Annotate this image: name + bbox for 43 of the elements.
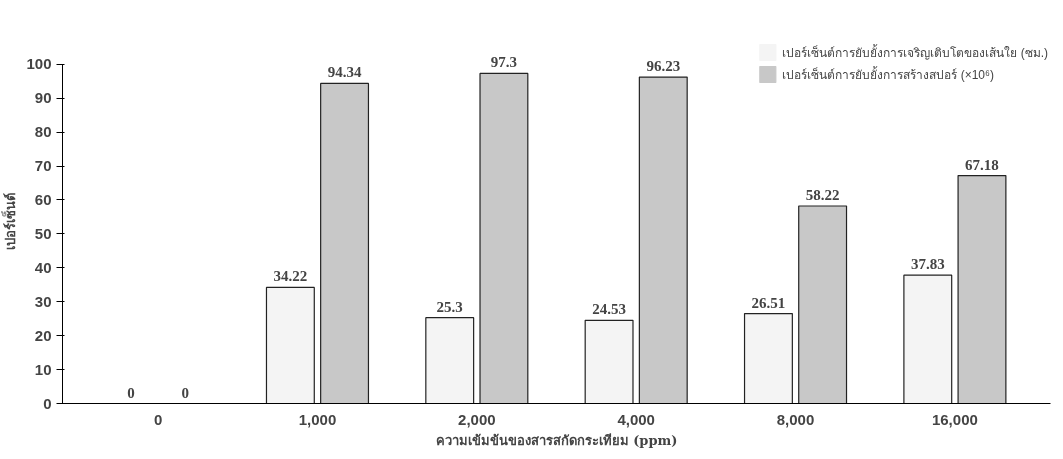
bar: [903, 274, 953, 404]
data-label: 37.83: [910, 256, 945, 273]
x-axis-title: ความเข้มข้นของสารสกัดกระเทียม (ppm): [435, 432, 678, 448]
x-tick-label: 4,000: [617, 410, 655, 428]
bar: [584, 319, 634, 404]
y-tick-label: 60: [34, 190, 52, 208]
y-axis-title: เปอร์เซ็นต์: [1, 193, 19, 251]
data-label: 96.23: [646, 58, 681, 75]
data-label: 97.3: [490, 54, 518, 71]
bar: [957, 174, 1007, 404]
data-label: 24.53: [592, 301, 626, 318]
y-tick-label: 20: [34, 326, 52, 344]
y-tick-label: 30: [34, 292, 52, 310]
data-label: 94.34: [327, 64, 362, 81]
bar: [265, 286, 315, 404]
data-label: 0: [127, 384, 135, 401]
bar: [798, 205, 848, 404]
bar: [743, 312, 793, 404]
data-label: 26.51: [751, 294, 786, 311]
data-label: 58.22: [805, 186, 840, 203]
bar: [479, 72, 529, 404]
bar: [638, 76, 688, 404]
data-label: 34.22: [273, 268, 308, 285]
bar: [320, 82, 370, 404]
x-tick-label: 1,000: [298, 410, 337, 428]
y-tick-label: 0: [43, 394, 52, 412]
y-tick-label: 100: [26, 55, 52, 73]
y-tick-label: 90: [34, 89, 52, 107]
bar: [425, 317, 475, 404]
legend-label: เปอร์เซ็นต์การยับยั้งการเจริญเติบโตของเส้นใย (ซม.): [782, 43, 1048, 62]
y-tick-label: 10: [34, 360, 52, 378]
y-tick-label: 80: [34, 123, 52, 141]
data-label: 67.18: [965, 156, 999, 173]
data-label: 25.3: [436, 298, 463, 315]
y-tick-label: 70: [34, 157, 52, 175]
legend-label: เปอร์เซ็นต์การยับยั้งการสร้างสปอร์ (×10⁶): [782, 65, 994, 84]
data-label: 0: [181, 384, 189, 401]
y-tick-label: 40: [34, 258, 52, 276]
x-tick-label: 8,000: [776, 410, 815, 428]
y-tick-label: 50: [34, 224, 52, 242]
x-tick-label: 2,000: [458, 410, 496, 428]
x-tick-label: 16,000: [931, 410, 978, 428]
x-tick-label: 0: [153, 410, 163, 428]
